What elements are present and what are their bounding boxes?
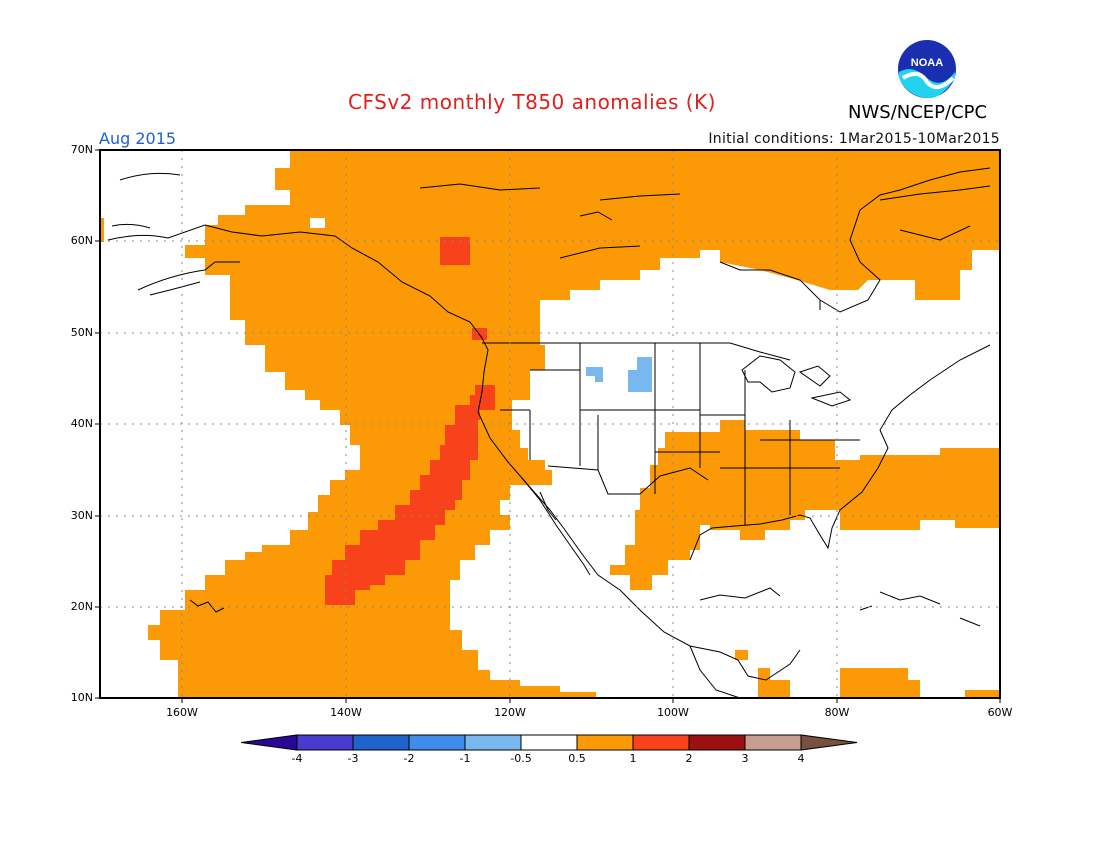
noaa-logo-icon: NOAA — [898, 40, 956, 99]
legend-swatch — [352, 734, 410, 751]
legend-label: -4 — [291, 752, 303, 765]
legend-label: -2 — [403, 752, 415, 765]
shade-central-america-orange — [735, 650, 1000, 698]
lat-label-70n: 70N — [70, 143, 93, 156]
lat-label-40n: 40N — [70, 417, 93, 430]
shade-arctic-orange — [275, 150, 1000, 300]
lat-label-50n: 50N — [70, 326, 93, 339]
legend-label: 2 — [685, 752, 693, 765]
shade-southeast-orange — [610, 420, 1000, 590]
legend-swatch — [464, 734, 522, 751]
legend-arrow-low — [240, 734, 298, 751]
shade-blue-patches — [586, 357, 652, 392]
legend-swatch — [520, 734, 578, 751]
lon-label-160w: 160W — [166, 706, 198, 719]
lon-label-100w: 100W — [657, 706, 689, 719]
legend-arrow-high — [800, 734, 858, 751]
lon-label-60w: 60W — [987, 706, 1013, 719]
shade-coastal-red — [325, 385, 495, 605]
initial-conditions: Initial conditions: 1Mar2015-10Mar2015 — [708, 131, 1000, 147]
lon-label-140w: 140W — [330, 706, 362, 719]
lon-label-80w: 80W — [824, 706, 850, 719]
legend-label: 0.5 — [568, 752, 586, 765]
map-title: CFSv2 monthly T850 anomalies (K) — [348, 90, 716, 114]
map-outlines — [107, 167, 991, 699]
legend-label: -0.5 — [510, 752, 532, 765]
forecast-period: Aug 2015 — [99, 129, 177, 148]
lat-label-20n: 20N — [70, 600, 93, 613]
lat-label-30n: 30N — [70, 509, 93, 522]
graticule — [100, 150, 1000, 698]
anomaly-shading — [100, 150, 1000, 698]
legend-label: 3 — [741, 752, 749, 765]
legend-swatch — [744, 734, 802, 751]
legend-label: -1 — [459, 752, 471, 765]
legend-label: -3 — [347, 752, 359, 765]
legend-label: 1 — [629, 752, 637, 765]
shade-red-patch-north — [440, 237, 470, 265]
legend-label: 4 — [797, 752, 805, 765]
lat-label-10n: 10N — [70, 691, 93, 704]
lon-label-120w: 120W — [494, 706, 526, 719]
noaa-logo-text: NOAA — [911, 57, 943, 69]
legend-colorbar — [240, 734, 858, 751]
legend-swatch — [296, 734, 354, 751]
shade-pacific-orange — [100, 168, 720, 698]
legend-swatch — [408, 734, 466, 751]
axis-ticks — [95, 149, 1001, 703]
legend-swatch — [632, 734, 690, 751]
legend-swatch — [688, 734, 746, 751]
agency-label: NWS/NCEP/CPC — [848, 102, 988, 123]
lat-label-60n: 60N — [70, 234, 93, 247]
legend-swatch — [576, 734, 634, 751]
